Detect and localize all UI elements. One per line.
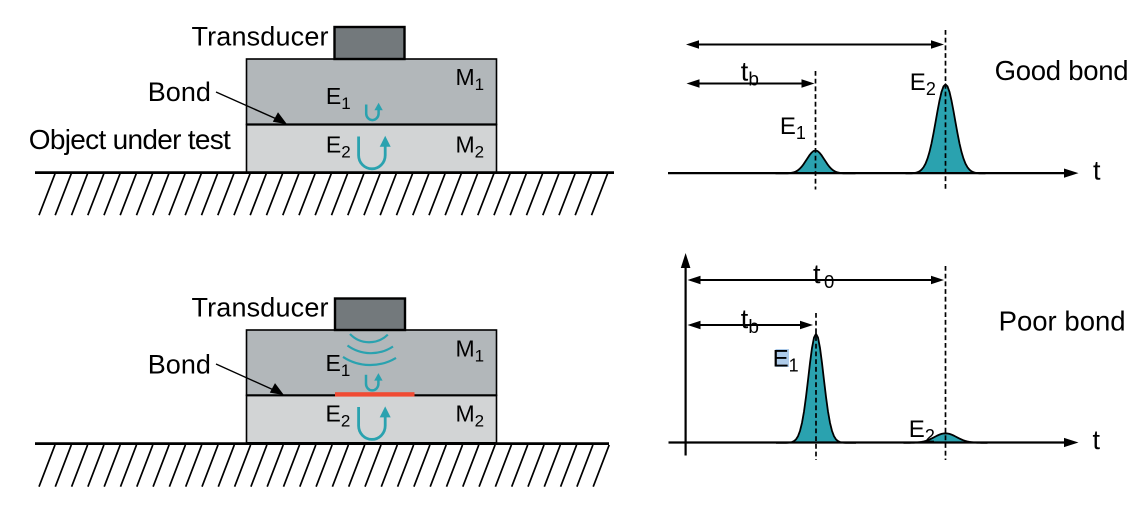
svg-text:Transducer: Transducer <box>192 293 329 323</box>
svg-text:Bond: Bond <box>148 77 211 107</box>
svg-text:Object under test: Object under test <box>29 124 231 155</box>
svg-text:t: t <box>1093 425 1101 455</box>
svg-text:t: t <box>1093 156 1101 186</box>
svg-text:Good bond: Good bond <box>995 55 1129 86</box>
svg-text:Transducer: Transducer <box>192 22 329 52</box>
svg-text:Bond: Bond <box>148 350 211 380</box>
svg-text:Poor bond: Poor bond <box>999 306 1126 337</box>
